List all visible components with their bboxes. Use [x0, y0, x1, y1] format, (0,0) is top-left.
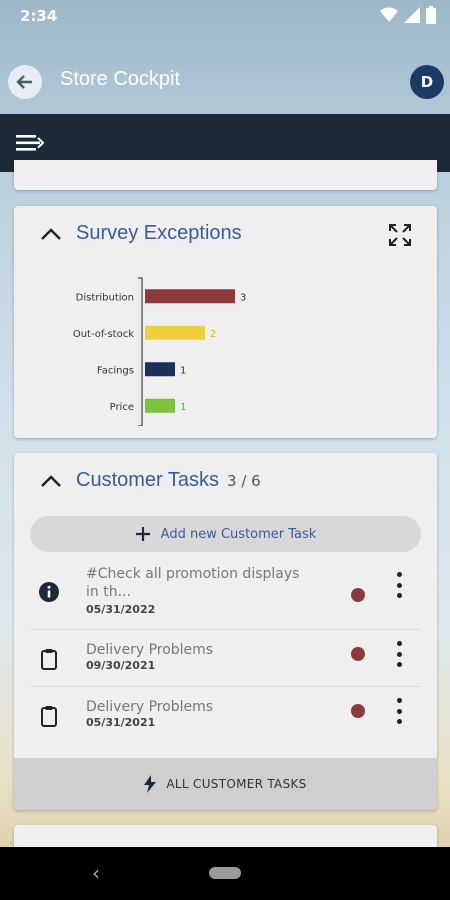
value-label: 1: [180, 402, 186, 413]
chevron-up-icon[interactable]: [40, 227, 62, 241]
more-options-icon[interactable]: [394, 641, 404, 667]
wifi-icon: [380, 7, 398, 22]
value-label: 3: [240, 292, 246, 303]
avatar[interactable]: D: [410, 65, 444, 99]
nav-back-icon[interactable]: ‹: [92, 861, 100, 885]
survey-title: Survey Exceptions: [76, 222, 242, 244]
more-options-icon[interactable]: [394, 698, 404, 724]
info-icon: [39, 582, 59, 602]
chevron-up-icon[interactable]: [40, 474, 62, 488]
task-date: 05/31/2021: [86, 716, 156, 729]
page-title: Store Cockpit: [60, 68, 181, 90]
bar: [145, 398, 175, 413]
bar: [145, 289, 235, 304]
customer-tasks-card: Customer Tasks 3 / 6 Add new Customer Ta…: [14, 453, 437, 810]
value-label: 1: [180, 365, 186, 376]
previous-card: [14, 160, 437, 190]
task-date: 05/31/2022: [86, 603, 156, 616]
status-icons: [380, 6, 436, 24]
clipboard-icon: [41, 649, 57, 670]
nav-home-pill[interactable]: [209, 867, 241, 879]
lightning-icon: [144, 775, 157, 793]
category-label: Distribution: [76, 292, 134, 303]
status-dot: [351, 588, 365, 602]
status-bar: 2:34: [0, 0, 450, 32]
status-time: 2:34: [20, 7, 58, 25]
app-bar: Store Cockpit D: [0, 32, 450, 114]
status-dot: [351, 647, 365, 661]
category-label: Out-of-stock: [73, 329, 134, 340]
menu-icon[interactable]: [16, 134, 44, 152]
add-task-label: Add new Customer Task: [160, 526, 317, 542]
task-row[interactable]: Delivery Problems 05/31/2021: [30, 687, 421, 743]
tasks-header[interactable]: Customer Tasks 3 / 6: [40, 469, 261, 492]
all-tasks-label: ALL CUSTOMER TASKS: [166, 777, 307, 791]
system-nav-bar: ‹: [0, 847, 450, 900]
bar: [145, 362, 175, 377]
task-row[interactable]: Delivery Problems 09/30/2021: [30, 630, 421, 687]
category-label: Price: [110, 402, 134, 413]
category-label: Facings: [97, 365, 134, 376]
signal-icon: [404, 7, 420, 23]
all-customer-tasks-button[interactable]: ALL CUSTOMER TASKS: [14, 758, 437, 810]
survey-bar-chart: Distribution 3 Out-of-stock 2 Facings 1 Price 1: [73, 277, 246, 426]
battery-icon: [426, 6, 436, 24]
clipboard-icon: [41, 706, 57, 727]
task-title: #Check all promotion displays in th...: [86, 566, 300, 600]
status-dot: [351, 704, 365, 718]
survey-header[interactable]: Survey Exceptions: [40, 222, 242, 245]
task-row[interactable]: #Check all promotion displays in th... 0…: [30, 559, 421, 630]
fullscreen-icon[interactable]: [389, 224, 411, 246]
arrow-left-icon: [16, 75, 32, 89]
task-date: 09/30/2021: [86, 659, 156, 672]
avatar-letter: D: [420, 73, 434, 91]
chart-axis: [138, 277, 143, 426]
plus-icon: [135, 527, 150, 541]
survey-exceptions-card: Survey Exceptions Distribution 3 Out-of-st…: [14, 206, 437, 438]
back-button[interactable]: [8, 65, 42, 99]
tasks-title: Customer Tasks: [76, 469, 220, 491]
tasks-count: 3 / 6: [227, 471, 261, 490]
task-title: Delivery Problems: [86, 699, 214, 715]
add-customer-task-button[interactable]: Add new Customer Task: [30, 516, 421, 552]
bar: [145, 325, 205, 340]
value-label: 2: [210, 329, 216, 340]
task-title: Delivery Problems: [86, 642, 214, 658]
more-options-icon[interactable]: [394, 572, 404, 598]
